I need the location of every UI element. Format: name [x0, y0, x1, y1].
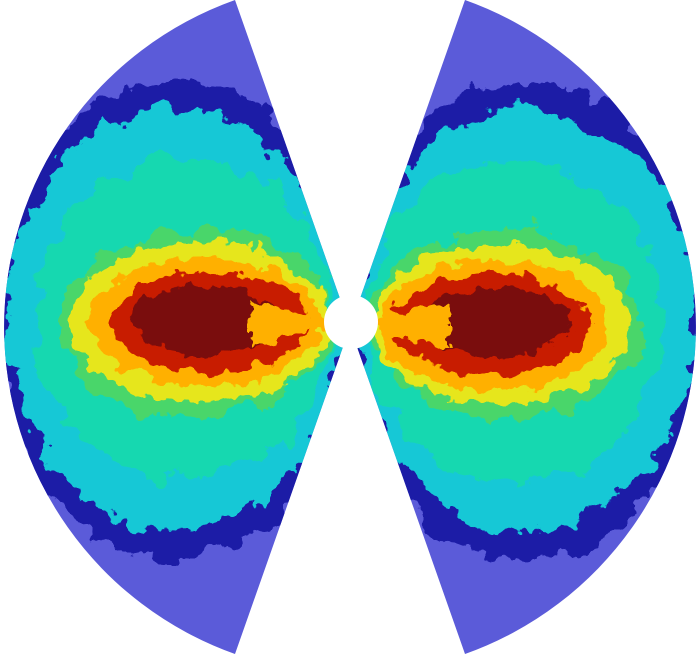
left-wedge	[4, 0, 350, 654]
right-band-core	[420, 288, 570, 356]
central-hole	[324, 295, 378, 349]
right-wedge	[350, 0, 696, 654]
left-inner-jet	[250, 300, 340, 345]
right-inner-jet	[360, 302, 450, 347]
left-band-core	[130, 286, 280, 354]
